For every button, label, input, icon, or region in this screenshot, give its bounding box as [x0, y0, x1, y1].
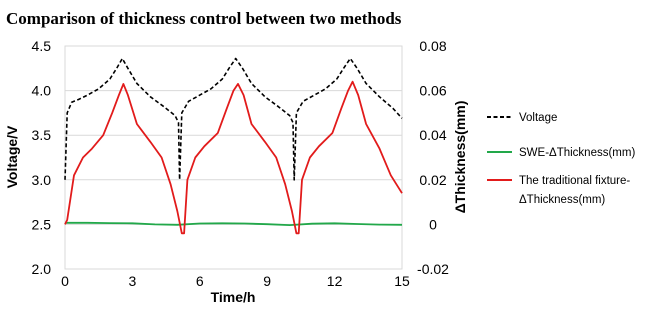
y-right-tick-labels: -0.02 0 0.02 0.04 0.06 0.08	[417, 38, 449, 277]
legend-label: The traditional fixture-	[519, 175, 630, 187]
series-line-voltage	[64, 57, 403, 181]
x-tick-label: 0	[61, 273, 69, 289]
x-axis-label: Time/h	[211, 289, 256, 305]
legend-label: Voltage	[519, 112, 557, 124]
series-line-swe-thickness	[65, 221, 403, 227]
y-left-tick-labels: 2.0 2.5 3.0 3.5 4.0 4.5	[32, 38, 52, 277]
legend-label: SWE-ΔThickness(mm)	[519, 147, 635, 159]
x-tick-label: 9	[263, 273, 271, 289]
y-right-tick-label: 0.08	[419, 38, 446, 54]
y-left-axis-label: Voltage/V	[4, 125, 20, 188]
y-right-tick-label: 0.06	[419, 83, 446, 99]
y-right-tick-label: 0.02	[419, 172, 446, 188]
legend-label: ΔThickness(mm)	[519, 194, 605, 206]
y-right-tick-label: 0	[429, 216, 437, 232]
y-right-tick-label: 0.04	[419, 127, 446, 143]
y-left-tick-label: 2.0	[32, 261, 52, 277]
x-tick-label: 6	[196, 273, 204, 289]
x-tick-label: 15	[394, 273, 410, 289]
chart-title: Comparison of thickness control between …	[6, 9, 402, 28]
x-tick-labels: 0 3 6 9 12 15	[61, 273, 410, 289]
series-line-traditional-fixture-thickness	[64, 80, 403, 235]
series-layer	[64, 57, 403, 235]
y-left-tick-label: 2.5	[32, 216, 52, 232]
y-right-axis-label: ΔThickness(mm)	[452, 101, 468, 214]
y-left-tick-label: 3.5	[32, 127, 52, 143]
gridlines	[65, 45, 402, 270]
y-left-tick-label: 3.0	[32, 172, 52, 188]
x-tick-label: 3	[129, 273, 137, 289]
plot-area-frame	[64, 45, 403, 270]
y-left-tick-label: 4.5	[32, 38, 52, 54]
y-right-tick-label: -0.02	[417, 261, 449, 277]
legend: Voltage SWE-ΔThickness(mm) The traditional…	[487, 112, 635, 206]
x-tick-label: 12	[327, 273, 343, 289]
y-left-tick-label: 4.0	[32, 83, 52, 99]
